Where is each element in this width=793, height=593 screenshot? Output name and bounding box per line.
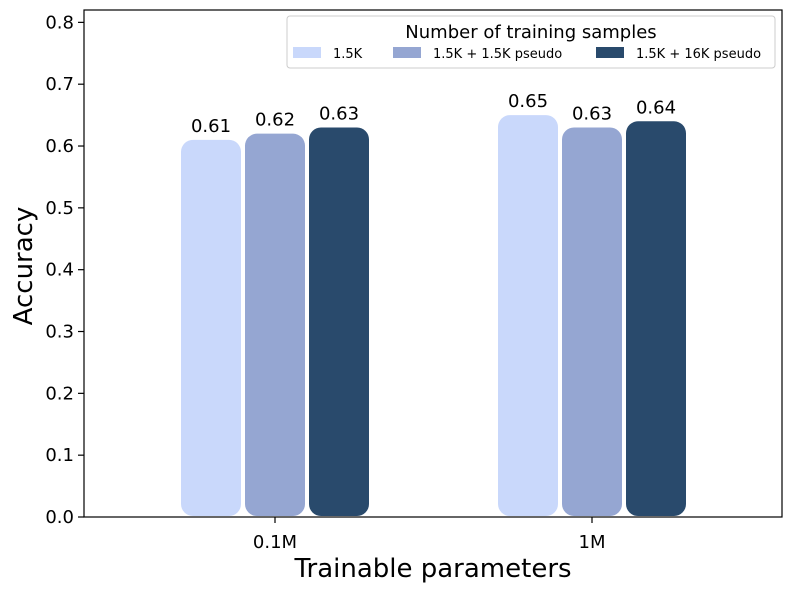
y-tick-label: 0.1 (45, 445, 74, 466)
bar-value-label: 0.64 (636, 97, 676, 118)
legend-swatch (393, 47, 421, 58)
plot-frame (83, 9, 783, 518)
y-tick-label: 0.7 (45, 74, 74, 95)
bar (309, 127, 369, 516)
y-axis-title: Accuracy (9, 207, 39, 326)
legend-title: Number of training samples (405, 22, 656, 43)
data-labels: 0.61 0.62 0.63 0.65 0.63 0.64 (191, 91, 676, 137)
bar-value-label: 0.62 (255, 110, 295, 131)
bar (498, 115, 558, 517)
bar-value-label: 0.63 (572, 103, 612, 124)
x-tick-label: 1M (579, 532, 606, 553)
y-tick-label: 0.8 (45, 12, 74, 33)
y-tick-label: 0.5 (45, 198, 74, 219)
legend-swatch (596, 47, 624, 58)
bars (181, 115, 686, 517)
bar (181, 139, 241, 516)
y-tick-label: 0.4 (45, 260, 74, 281)
legend-label: 1.5K + 16K pseudo (636, 47, 761, 62)
y-tick-label: 0.3 (45, 322, 74, 343)
legend-label: 1.5K (333, 47, 363, 62)
axes: 0.0 0.1 0.2 0.3 0.4 0.5 0.6 0.7 0.8 0.1M 1M (45, 9, 783, 553)
legend: Number of training samples 1.5K 1.5K + 1.… (286, 15, 776, 69)
legend-label: 1.5K + 1.5K pseudo (433, 47, 562, 62)
x-tick-label: 0.1M (253, 532, 297, 553)
y-tick-label: 0.0 (45, 507, 74, 528)
y-tick-label: 0.2 (45, 383, 74, 404)
bar (562, 127, 622, 516)
x-axis-title: Trainable parameters (293, 554, 571, 584)
bar-value-label: 0.61 (191, 116, 231, 137)
bar-value-label: 0.63 (319, 103, 359, 124)
bar-value-label: 0.65 (508, 91, 548, 112)
legend-swatch (293, 47, 321, 58)
bar (626, 121, 686, 516)
y-tick-label: 0.6 (45, 136, 74, 157)
bar (245, 133, 305, 516)
